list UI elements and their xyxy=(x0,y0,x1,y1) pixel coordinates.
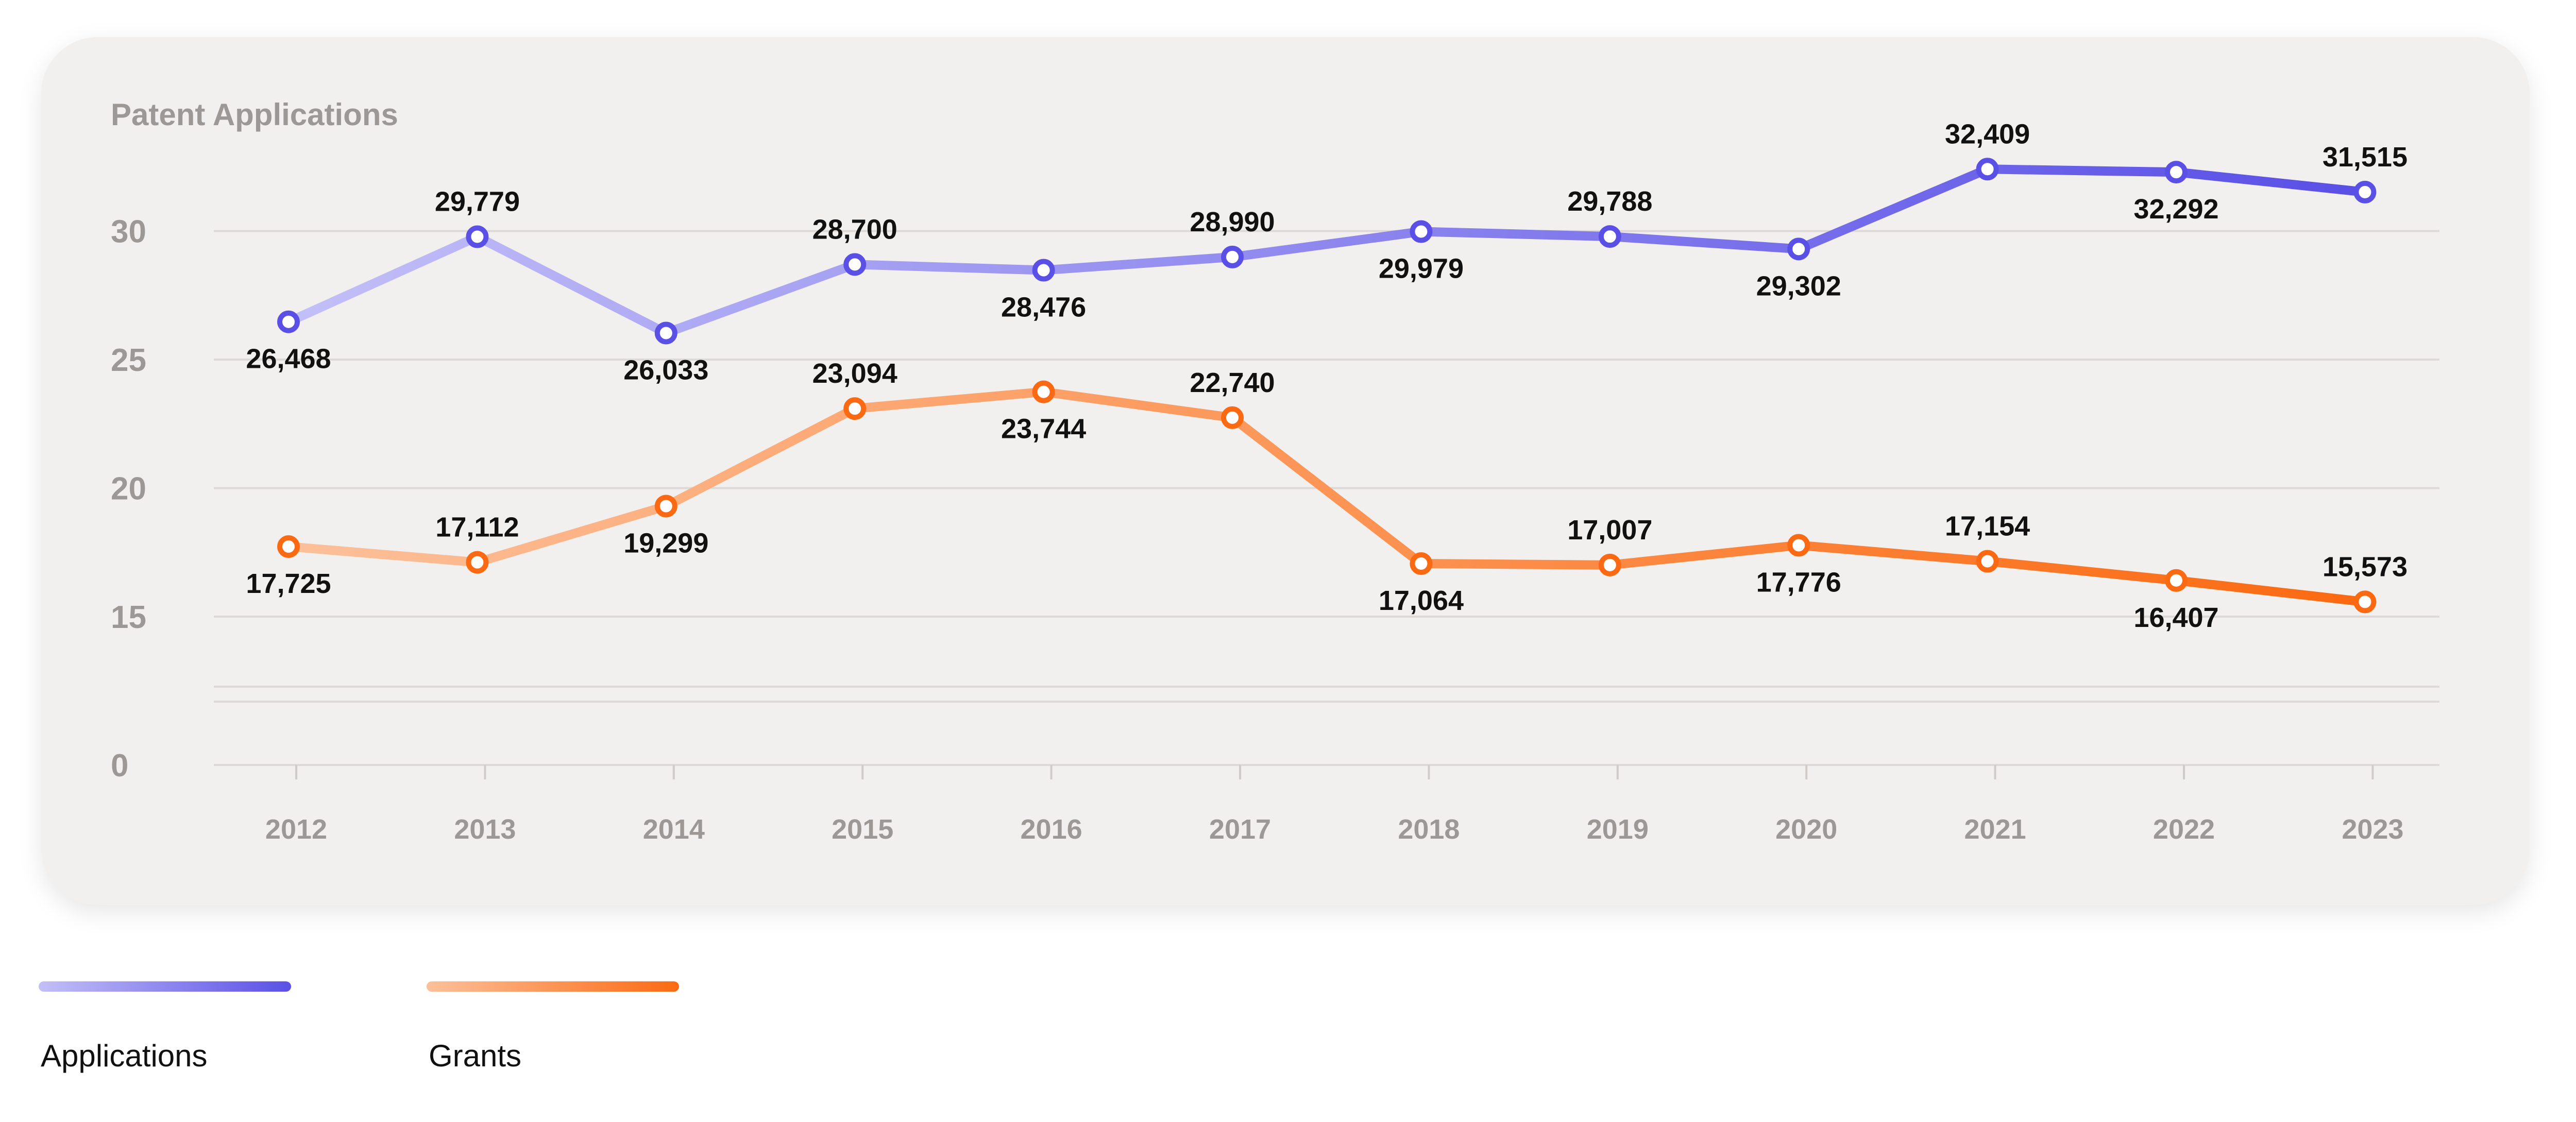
data-point[interactable] xyxy=(2165,569,2188,592)
data-point[interactable] xyxy=(1410,220,1433,243)
data-point[interactable] xyxy=(277,535,300,558)
series-layer: 26,468 29,779 26,033 28,700 28,476 28,990 29,9… xyxy=(246,118,2408,633)
x-tick-label: 2012 xyxy=(265,814,327,845)
chart-title: Patent Applications xyxy=(111,97,398,132)
x-tick-label: 2021 xyxy=(1964,814,2026,845)
legend-swatch-applications xyxy=(39,981,291,992)
legend-swatch-grants xyxy=(427,981,679,992)
data-point[interactable] xyxy=(2353,590,2377,614)
data-label: 32,409 xyxy=(1945,118,2030,149)
data-label: 29,788 xyxy=(1567,186,1652,217)
data-label: 17,112 xyxy=(435,512,519,543)
data-label: 31,515 xyxy=(2323,142,2408,173)
data-point[interactable] xyxy=(1032,259,1055,282)
data-label: 17,776 xyxy=(1756,567,1841,598)
data-label: 17,154 xyxy=(1945,511,2030,542)
data-point[interactable] xyxy=(2353,180,2377,203)
x-tick-label: 2019 xyxy=(1587,814,1649,845)
data-point[interactable] xyxy=(466,551,489,574)
data-label: 29,302 xyxy=(1756,270,1841,301)
data-label: 19,299 xyxy=(623,528,708,558)
chart-card xyxy=(41,37,2530,905)
data-label: 26,033 xyxy=(623,354,708,385)
data-label: 16,407 xyxy=(2133,602,2218,633)
data-label: 28,990 xyxy=(1190,207,1275,237)
data-point[interactable] xyxy=(654,495,677,518)
data-point[interactable] xyxy=(1787,534,1810,557)
data-point[interactable] xyxy=(1787,237,1810,261)
x-tick-label: 2015 xyxy=(832,814,893,845)
data-label: 29,779 xyxy=(435,186,520,217)
data-point[interactable] xyxy=(654,321,677,345)
data-point[interactable] xyxy=(1221,245,1244,268)
legend-label-applications: Applications xyxy=(41,1039,208,1073)
data-label: 17,725 xyxy=(246,568,331,599)
data-point[interactable] xyxy=(1410,552,1433,575)
data-point[interactable] xyxy=(466,225,489,248)
y-tick-label: 15 xyxy=(111,600,146,635)
data-point[interactable] xyxy=(2165,161,2188,184)
data-point[interactable] xyxy=(1976,158,1999,181)
x-tick-label: 2020 xyxy=(1775,814,1837,845)
data-point[interactable] xyxy=(1032,380,1055,403)
data-point[interactable] xyxy=(843,253,867,276)
y-tick-label: 30 xyxy=(111,214,146,250)
x-tick-label: 2018 xyxy=(1398,814,1460,845)
data-label: 28,476 xyxy=(1001,292,1086,323)
data-label: 32,292 xyxy=(2133,194,2218,225)
y-tick-label: 20 xyxy=(111,471,146,507)
legend-item-grants[interactable]: Grants xyxy=(427,981,679,1073)
data-point[interactable] xyxy=(1598,553,1621,576)
y-tick-label: 25 xyxy=(111,343,146,378)
series-line-applications xyxy=(284,164,2370,338)
data-point[interactable] xyxy=(277,310,300,333)
data-label: 22,740 xyxy=(1190,367,1275,398)
y-tick-label: 0 xyxy=(111,748,128,784)
data-label: 29,979 xyxy=(1379,253,1464,284)
data-label: 17,007 xyxy=(1567,515,1652,546)
x-tick-label: 2016 xyxy=(1021,814,1082,845)
data-label: 15,573 xyxy=(2323,551,2408,582)
data-label: 23,744 xyxy=(1001,414,1086,445)
data-point[interactable] xyxy=(1221,406,1244,429)
x-tick-label: 2013 xyxy=(454,814,516,845)
axis-layer: 0 15 20 25 30 2012 2013 2014 2015 2016 2017 2018 201… xyxy=(111,214,2403,845)
legend-label-grants: Grants xyxy=(429,1039,522,1073)
series-line-grants xyxy=(284,387,2370,607)
data-label: 26,468 xyxy=(246,344,331,375)
grid-layer xyxy=(214,230,2439,766)
x-tick-label: 2017 xyxy=(1209,814,1271,845)
data-point[interactable] xyxy=(1976,550,1999,573)
data-label: 17,064 xyxy=(1379,585,1464,616)
x-tick-label: 2022 xyxy=(2153,814,2215,845)
x-tick-label: 2014 xyxy=(643,814,705,845)
legend-item-applications[interactable]: Applications xyxy=(39,981,291,1073)
data-label: 28,700 xyxy=(812,214,897,245)
data-point[interactable] xyxy=(843,397,867,420)
data-label: 23,094 xyxy=(812,358,897,389)
data-point[interactable] xyxy=(1598,225,1621,248)
x-tick-label: 2023 xyxy=(2342,814,2403,845)
